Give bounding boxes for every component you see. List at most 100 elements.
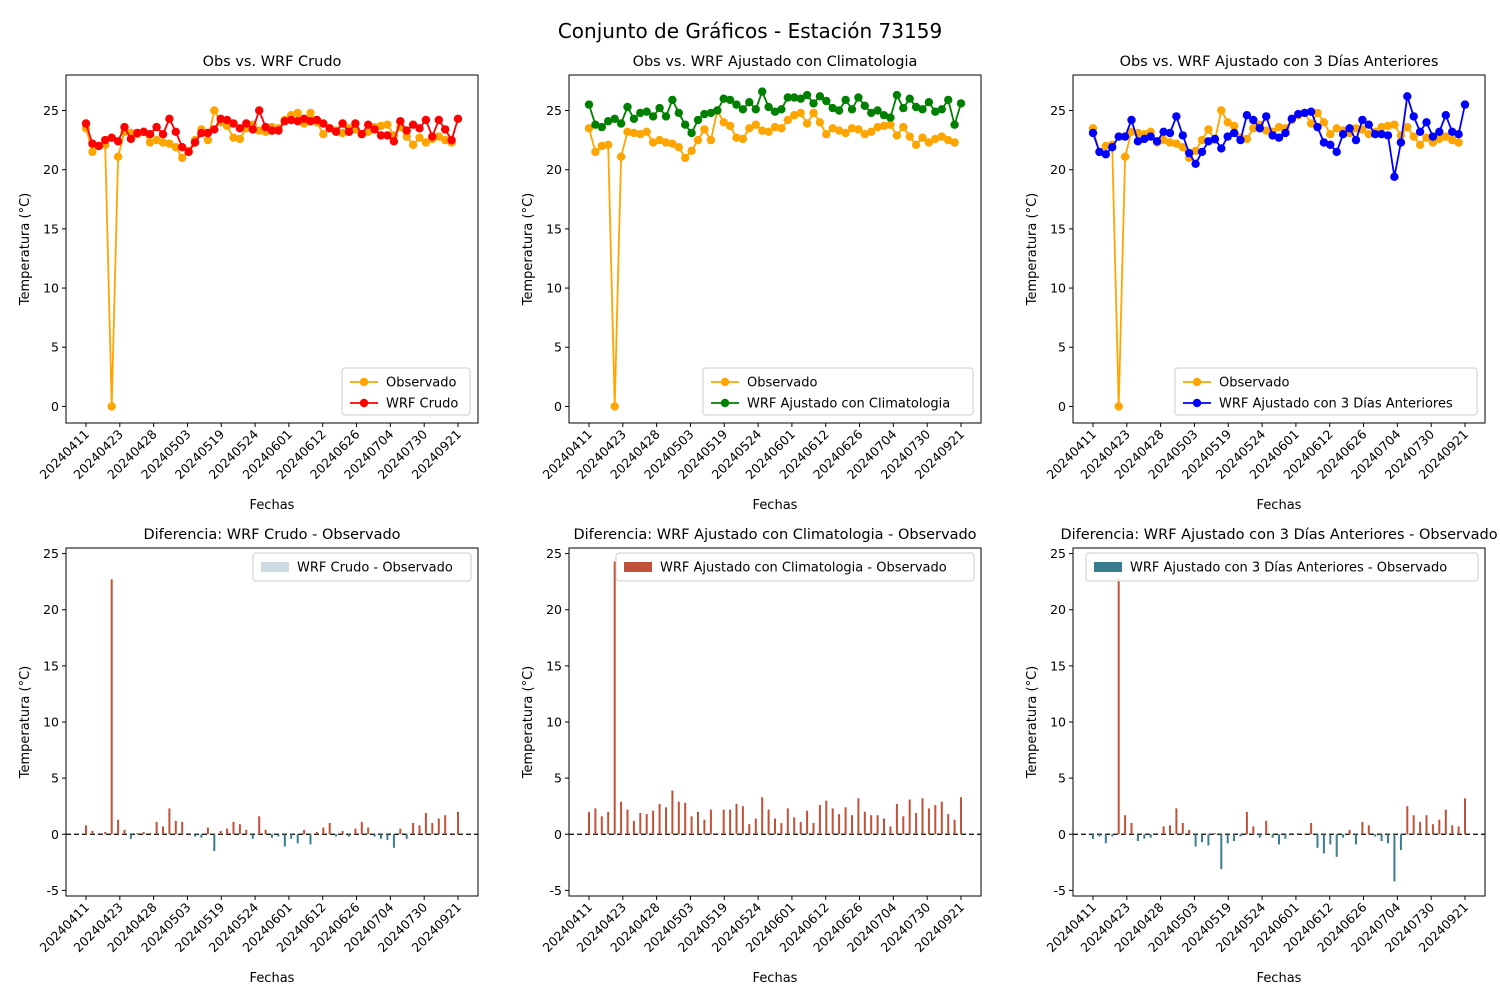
bar xyxy=(1278,834,1280,845)
data-point xyxy=(629,128,639,138)
bar xyxy=(889,826,892,835)
data-point xyxy=(1351,135,1361,145)
data-point xyxy=(1249,124,1258,133)
data-point xyxy=(706,135,716,145)
y-tick-label: 10 xyxy=(43,281,59,296)
bar xyxy=(1374,834,1377,837)
data-point xyxy=(693,135,703,145)
y-tick-label: 25 xyxy=(1050,546,1066,561)
data-point xyxy=(1217,106,1226,115)
data-point xyxy=(1095,147,1104,157)
legend-label: WRF Ajustado con 3 Días Anteriores xyxy=(1219,397,1453,412)
data-point xyxy=(725,95,735,105)
data-point xyxy=(1262,112,1271,121)
y-tick-label: 0 xyxy=(51,399,59,414)
data-point xyxy=(1197,135,1207,145)
data-point xyxy=(158,130,168,139)
legend-marker xyxy=(720,398,730,408)
data-point xyxy=(777,105,786,114)
data-point xyxy=(1313,108,1322,118)
data-point xyxy=(732,133,741,142)
data-point xyxy=(1088,128,1098,138)
data-point xyxy=(113,152,123,161)
bar xyxy=(85,825,87,835)
data-point xyxy=(681,153,690,163)
bar xyxy=(1310,823,1313,835)
data-point xyxy=(1422,133,1431,142)
data-point xyxy=(203,128,213,138)
legend: WRF Ajustado con Climatologia - Observad… xyxy=(615,552,975,582)
bar xyxy=(97,833,100,835)
data-point xyxy=(770,122,780,132)
data-point xyxy=(847,124,857,133)
data-point xyxy=(1223,118,1232,127)
data-point xyxy=(956,99,966,108)
data-point xyxy=(364,120,373,129)
bar xyxy=(844,807,847,835)
data-point xyxy=(822,96,831,106)
y-tick-label: 10 xyxy=(546,715,562,730)
data-point xyxy=(1448,135,1457,145)
bar xyxy=(129,834,132,839)
data-point xyxy=(1172,139,1181,148)
data-point xyxy=(879,111,889,120)
data-point xyxy=(434,132,443,141)
data-point xyxy=(255,126,264,135)
data-point xyxy=(783,115,792,125)
data-point xyxy=(1114,402,1123,411)
data-point xyxy=(931,107,940,116)
data-point xyxy=(1383,131,1393,140)
data-point xyxy=(809,99,818,108)
legend-marker xyxy=(1192,398,1202,408)
series-line-1 xyxy=(588,107,955,407)
bar xyxy=(665,807,667,835)
data-point xyxy=(434,115,443,125)
data-point xyxy=(1114,132,1123,141)
data-point xyxy=(383,120,392,129)
data-point xyxy=(719,94,728,103)
data-point xyxy=(1441,132,1451,141)
data-point xyxy=(616,119,626,128)
data-point xyxy=(319,130,328,139)
bar xyxy=(613,561,616,835)
y-tick-label: 25 xyxy=(1050,103,1066,118)
data-point xyxy=(453,114,463,124)
data-point xyxy=(267,126,277,135)
bar xyxy=(1367,825,1370,835)
subplot-title: Diferencia: WRF Ajustado con Climatologi… xyxy=(573,527,976,543)
bar xyxy=(1226,834,1229,844)
data-point xyxy=(892,131,902,140)
data-point xyxy=(1364,120,1374,129)
data-point xyxy=(126,134,136,144)
bar xyxy=(639,812,642,835)
bar xyxy=(677,801,680,835)
data-point xyxy=(396,117,405,126)
bar xyxy=(296,834,299,844)
legend-box xyxy=(1174,367,1478,416)
series-line-1 xyxy=(1092,107,1459,407)
y-tick-label: -5 xyxy=(550,883,562,898)
data-point xyxy=(745,124,754,133)
data-point xyxy=(338,119,347,128)
bar xyxy=(1252,826,1255,835)
bar xyxy=(162,826,164,835)
bar xyxy=(838,814,841,835)
bar xyxy=(194,834,196,837)
data-point xyxy=(584,124,594,133)
bar xyxy=(806,810,809,835)
data-point xyxy=(178,143,187,152)
data-point xyxy=(1281,128,1290,138)
bar xyxy=(290,834,293,839)
data-point xyxy=(873,122,882,132)
data-point xyxy=(1178,131,1188,140)
bar xyxy=(953,819,956,835)
subplot-title: Diferencia: WRF Crudo - Observado xyxy=(143,527,400,543)
data-point xyxy=(1185,148,1194,158)
bar xyxy=(1322,834,1325,854)
data-point xyxy=(408,140,418,149)
bar xyxy=(754,818,757,835)
bar xyxy=(1361,821,1364,835)
data-point xyxy=(1300,108,1309,118)
y-tick-label: 10 xyxy=(43,715,59,730)
